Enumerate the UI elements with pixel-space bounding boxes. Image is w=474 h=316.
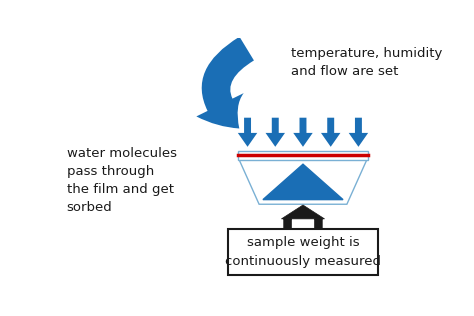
Polygon shape [282, 205, 325, 229]
FancyArrowPatch shape [293, 118, 313, 147]
Polygon shape [263, 164, 343, 200]
FancyArrowPatch shape [265, 118, 285, 147]
Bar [228, 229, 378, 275]
Text: sample weight is
continuously measured: sample weight is continuously measured [225, 236, 381, 268]
Polygon shape [239, 160, 367, 204]
Text: temperature, humidity
and flow are set: temperature, humidity and flow are set [292, 47, 443, 78]
FancyArrowPatch shape [238, 118, 257, 147]
FancyArrowPatch shape [349, 118, 368, 147]
Text: water molecules
pass through
the film and get
sorbed: water molecules pass through the film an… [66, 147, 177, 214]
Bar [237, 151, 368, 160]
FancyArrowPatch shape [196, 37, 254, 129]
FancyArrowPatch shape [321, 118, 340, 147]
